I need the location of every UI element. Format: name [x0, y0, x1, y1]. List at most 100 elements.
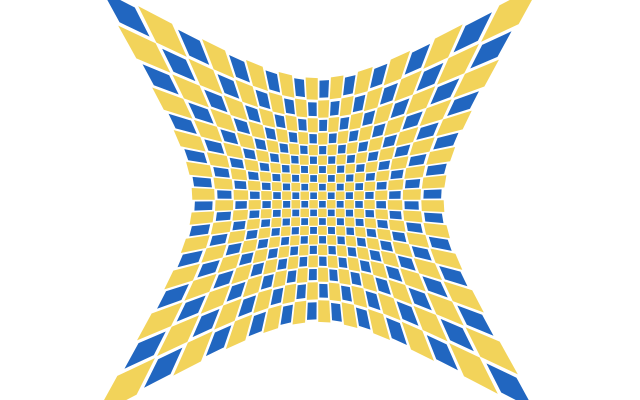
blue-cell — [204, 89, 228, 113]
blue-cell — [365, 210, 375, 218]
blue-cell — [192, 176, 212, 188]
yellow-cell — [421, 175, 447, 189]
yellow-cell — [318, 244, 328, 256]
blue-cell — [371, 123, 386, 138]
yellow-cell — [246, 218, 261, 230]
blue-cell — [298, 118, 307, 131]
blue-cell — [337, 144, 346, 154]
blue-cell — [238, 295, 257, 318]
blue-cell — [176, 295, 206, 322]
blue-cell — [257, 238, 269, 249]
yellow-cell — [201, 244, 227, 263]
yellow-cell — [349, 112, 364, 130]
blue-cell — [245, 229, 258, 240]
blue-cell — [260, 219, 271, 228]
yellow-cell — [291, 182, 301, 192]
yellow-cell — [298, 131, 309, 145]
blue-cell — [391, 231, 407, 243]
blue-cell — [319, 283, 328, 298]
yellow-cell — [189, 211, 215, 225]
yellow-cell — [287, 256, 299, 270]
yellow-cell — [354, 172, 365, 183]
yellow-cell — [193, 119, 223, 142]
blue-cell — [416, 62, 444, 92]
yellow-cell — [364, 218, 377, 229]
blue-cell — [215, 211, 232, 221]
yellow-cell — [358, 125, 373, 142]
blue-cell — [396, 301, 419, 326]
yellow-cell — [336, 154, 347, 165]
blue-cell — [282, 218, 290, 226]
yellow-cell — [306, 282, 318, 300]
blue-cell — [306, 302, 317, 320]
yellow-cell — [364, 200, 375, 210]
yellow-cell — [227, 230, 246, 244]
yellow-cell — [326, 182, 336, 192]
blue-cell — [319, 236, 327, 244]
blue-cell — [286, 270, 297, 284]
yellow-cell — [347, 257, 361, 272]
yellow-cell — [327, 217, 336, 226]
yellow-cell — [405, 86, 436, 115]
yellow-cell — [421, 200, 445, 213]
blue-cell — [259, 162, 270, 172]
yellow-cell — [383, 50, 411, 86]
blue-cell — [288, 132, 298, 143]
blue-cell — [385, 265, 403, 282]
blue-cell — [280, 304, 293, 325]
yellow-cell — [137, 302, 183, 341]
yellow-cell — [406, 232, 430, 248]
blue-cell — [319, 201, 326, 208]
blue-cell — [273, 192, 281, 199]
blue-cell — [213, 270, 234, 289]
yellow-cell — [217, 253, 241, 273]
blue-cell — [310, 192, 317, 199]
yellow-cell — [368, 136, 384, 152]
blue-cell — [345, 209, 354, 217]
yellow-cell — [346, 141, 358, 155]
blue-cell — [225, 242, 242, 256]
yellow-cell — [206, 152, 230, 168]
yellow-cell — [318, 155, 328, 165]
blue-cell — [309, 156, 317, 164]
blue-cell — [142, 64, 179, 95]
blue-cell — [331, 302, 342, 322]
blue-cell — [359, 260, 372, 273]
yellow-cell — [403, 210, 423, 223]
blue-cell — [233, 118, 251, 135]
yellow-cell — [247, 180, 261, 191]
yellow-cell — [351, 285, 368, 308]
yellow-cell — [344, 200, 354, 209]
yellow-cell — [377, 292, 401, 321]
blue-cell — [404, 43, 431, 75]
blue-cell — [470, 31, 512, 69]
blue-cell — [309, 134, 317, 144]
blue-cell — [144, 347, 183, 388]
blue-cell — [416, 122, 439, 140]
yellow-cell — [423, 222, 450, 239]
blue-cell — [327, 175, 335, 182]
yellow-cell — [164, 263, 201, 290]
yellow-cell — [370, 260, 388, 279]
yellow-cell — [378, 146, 395, 161]
blue-cell — [260, 274, 274, 290]
yellow-cell — [335, 173, 345, 183]
blue-cell — [424, 212, 444, 224]
blue-cell — [402, 111, 423, 130]
blue-cell — [352, 94, 366, 113]
yellow-cell — [289, 235, 300, 246]
yellow-cell — [232, 209, 248, 221]
blue-cell — [379, 82, 398, 105]
blue-cell — [184, 149, 208, 164]
blue-cell — [346, 227, 355, 236]
yellow-cell — [288, 143, 300, 155]
yellow-cell — [260, 209, 272, 219]
yellow-cell — [427, 292, 464, 326]
yellow-cell — [402, 189, 421, 200]
yellow-cell — [345, 217, 355, 227]
blue-cell — [394, 144, 411, 158]
yellow-cell — [355, 151, 368, 164]
yellow-cell — [363, 86, 383, 112]
blue-cell — [327, 192, 335, 199]
blue-cell — [229, 55, 250, 83]
